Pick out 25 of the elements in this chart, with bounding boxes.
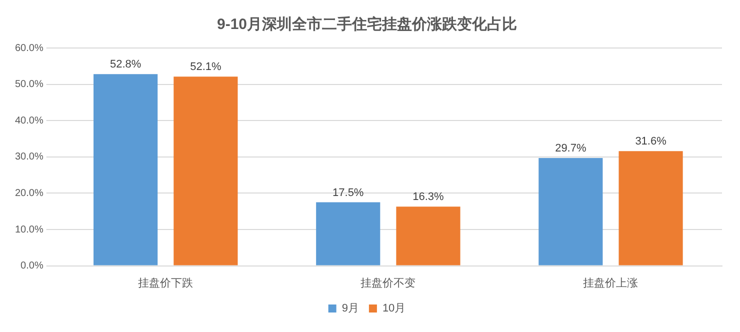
legend-label: 10月 <box>382 302 406 315</box>
data-label: 31.6% <box>635 136 667 148</box>
y-tick-label: 10.0% <box>14 224 44 236</box>
bar <box>618 151 683 266</box>
y-tick-label: 50.0% <box>14 79 44 90</box>
data-label: 17.5% <box>332 186 364 199</box>
bar <box>396 206 460 266</box>
y-tick-label: 0.0% <box>20 260 44 272</box>
chart-title: 9-10月深圳全市二手住宅挂盘价涨跌变化占比 <box>216 15 518 34</box>
y-tick-label: 60.0% <box>14 42 44 54</box>
y-tick-label: 20.0% <box>14 188 44 199</box>
bar <box>538 158 603 266</box>
data-label: 16.3% <box>412 191 444 204</box>
y-tick-label: 30.0% <box>14 152 44 163</box>
legend-label: 9月 <box>342 302 359 315</box>
data-label: 29.7% <box>555 142 586 155</box>
x-tick-label: 挂盘价不变 <box>360 276 416 290</box>
bar <box>316 202 380 266</box>
bar <box>174 76 238 266</box>
bar <box>94 74 158 266</box>
x-tick-label: 挂盘价上涨 <box>583 276 638 290</box>
y-tick-label: 40.0% <box>14 115 44 126</box>
data-label: 52.1% <box>190 61 222 74</box>
data-label: 52.8% <box>110 58 142 71</box>
x-tick-label: 挂盘价下跌 <box>138 277 194 290</box>
